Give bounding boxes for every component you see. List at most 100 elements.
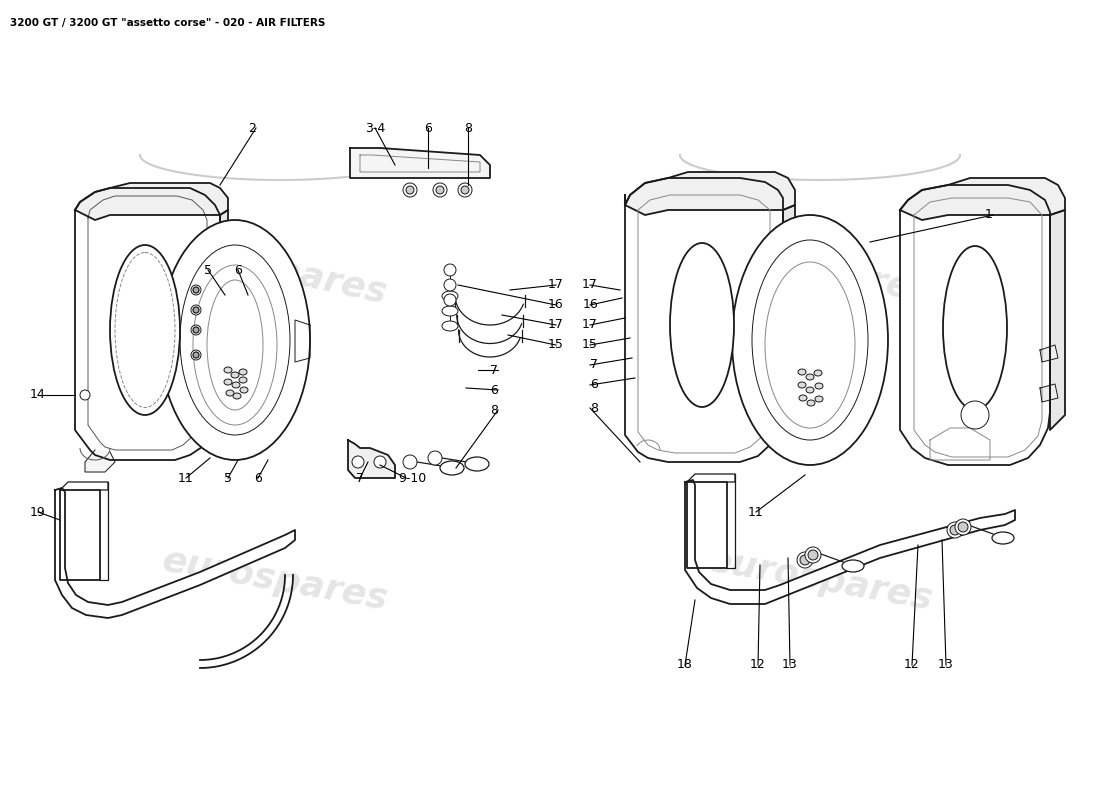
Ellipse shape [814, 370, 822, 376]
Text: eurospares: eurospares [704, 543, 935, 617]
Text: 2: 2 [248, 122, 256, 134]
Ellipse shape [947, 522, 962, 538]
Ellipse shape [943, 246, 1006, 410]
Ellipse shape [232, 382, 240, 388]
Ellipse shape [192, 327, 199, 333]
Ellipse shape [732, 215, 888, 465]
Ellipse shape [798, 382, 806, 388]
Polygon shape [685, 480, 1015, 604]
Text: 15: 15 [582, 338, 598, 351]
Ellipse shape [192, 287, 199, 293]
Ellipse shape [992, 532, 1014, 544]
Text: 6: 6 [234, 263, 242, 277]
Ellipse shape [192, 352, 199, 358]
Text: 14: 14 [30, 389, 46, 402]
Polygon shape [1040, 345, 1058, 362]
Ellipse shape [806, 374, 814, 380]
Text: 16: 16 [582, 298, 598, 311]
Polygon shape [160, 322, 175, 358]
Ellipse shape [180, 245, 290, 435]
Ellipse shape [191, 305, 201, 315]
Ellipse shape [805, 547, 821, 563]
Polygon shape [688, 482, 727, 568]
Ellipse shape [239, 369, 248, 375]
Ellipse shape [798, 369, 806, 375]
Ellipse shape [798, 552, 813, 568]
Text: 6: 6 [425, 122, 432, 134]
Ellipse shape [958, 522, 968, 532]
Polygon shape [350, 148, 490, 178]
Ellipse shape [842, 560, 864, 572]
Polygon shape [900, 185, 1050, 465]
Text: 15: 15 [548, 338, 564, 351]
Polygon shape [900, 178, 1065, 220]
Ellipse shape [231, 372, 239, 378]
Ellipse shape [444, 264, 456, 276]
Ellipse shape [224, 367, 232, 373]
Ellipse shape [403, 455, 417, 469]
Ellipse shape [815, 396, 823, 402]
Text: 17: 17 [548, 278, 564, 291]
Text: 6: 6 [490, 383, 498, 397]
Ellipse shape [752, 240, 868, 440]
Text: 1: 1 [984, 209, 993, 222]
Text: 7: 7 [490, 363, 498, 377]
Polygon shape [85, 450, 116, 472]
Ellipse shape [80, 390, 90, 400]
Ellipse shape [191, 350, 201, 360]
Ellipse shape [465, 457, 490, 471]
Polygon shape [60, 490, 100, 580]
Ellipse shape [191, 285, 201, 295]
Text: 17: 17 [548, 318, 564, 331]
Polygon shape [348, 440, 395, 478]
Ellipse shape [433, 183, 447, 197]
Ellipse shape [233, 393, 241, 399]
Text: 5: 5 [204, 263, 212, 277]
Text: 13: 13 [938, 658, 954, 671]
Text: 8: 8 [590, 402, 598, 414]
Text: 6: 6 [254, 471, 262, 485]
Ellipse shape [955, 519, 971, 535]
Polygon shape [75, 188, 220, 460]
Text: 16: 16 [548, 298, 563, 311]
Text: 5: 5 [224, 471, 232, 485]
Text: eurospares: eurospares [160, 230, 390, 310]
Polygon shape [783, 205, 795, 427]
Polygon shape [220, 210, 228, 430]
Text: 8: 8 [490, 403, 498, 417]
Text: 3200 GT / 3200 GT "assetto corse" - 020 - AIR FILTERS: 3200 GT / 3200 GT "assetto corse" - 020 … [10, 18, 326, 28]
Ellipse shape [961, 401, 989, 429]
Ellipse shape [440, 461, 464, 475]
Ellipse shape [110, 245, 180, 415]
Text: 11: 11 [178, 471, 194, 485]
Ellipse shape [239, 377, 248, 383]
Ellipse shape [806, 387, 814, 393]
Text: 13: 13 [782, 658, 797, 671]
Ellipse shape [950, 525, 960, 535]
Text: 3-4: 3-4 [365, 122, 385, 134]
Ellipse shape [406, 186, 414, 194]
Ellipse shape [192, 265, 277, 425]
Text: eurospares: eurospares [705, 230, 935, 310]
Ellipse shape [436, 186, 444, 194]
Ellipse shape [815, 383, 823, 389]
Polygon shape [295, 320, 310, 362]
Polygon shape [1050, 210, 1065, 430]
Ellipse shape [764, 262, 855, 428]
Text: 18: 18 [678, 658, 693, 671]
Text: 8: 8 [464, 122, 472, 134]
Ellipse shape [374, 456, 386, 468]
Ellipse shape [160, 220, 310, 460]
Polygon shape [55, 488, 295, 618]
Text: 19: 19 [30, 506, 46, 518]
Ellipse shape [207, 280, 263, 410]
Ellipse shape [226, 390, 234, 396]
Ellipse shape [442, 321, 458, 331]
Ellipse shape [670, 243, 734, 407]
Ellipse shape [444, 279, 456, 291]
Ellipse shape [428, 451, 442, 465]
Ellipse shape [191, 325, 201, 335]
Polygon shape [1040, 384, 1058, 402]
Ellipse shape [240, 387, 248, 393]
Text: 7: 7 [356, 471, 364, 485]
